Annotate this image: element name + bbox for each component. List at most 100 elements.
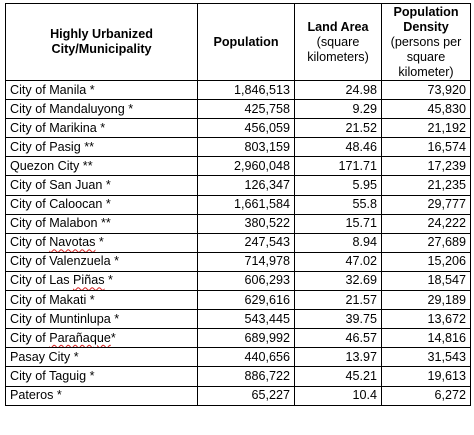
header-land-area-label: Land Area — [307, 19, 369, 34]
cell-land-area: 46.57 — [294, 328, 382, 349]
cell-population: 629,616 — [197, 290, 295, 311]
cell-city: City of Valenzuela * — [5, 251, 198, 272]
table-row: Pateros * 65,227 10.4 6,272 — [5, 385, 471, 406]
cell-land-area: 21.52 — [294, 118, 382, 139]
cell-population: 543,445 — [197, 309, 295, 330]
table-row: City of Mandaluyong * 425,758 9.29 45,830 — [5, 99, 471, 120]
table-row: City of Parañaque* 689,992 46.57 14,816 — [5, 328, 471, 349]
cell-city: City of Makati * — [5, 290, 198, 311]
table-row: City of Malabon ** 380,522 15.71 24,222 — [5, 213, 471, 234]
table-row: City of Taguig * 886,722 45.21 19,613 — [5, 366, 471, 387]
table-row: City of Navotas * 247,543 8.94 27,689 — [5, 232, 471, 253]
cell-city: City of Manila * — [5, 79, 198, 101]
cell-land-area: 39.75 — [294, 309, 382, 330]
cell-city: City of Muntinlupa * — [5, 309, 198, 330]
header-density: Population Density (persons per square k… — [381, 3, 471, 81]
cell-land-area: 48.46 — [294, 137, 382, 158]
cell-density: 27,689 — [381, 232, 471, 253]
cell-population: 65,227 — [197, 385, 295, 406]
table-row: Quezon City ** 2,960,048 171.71 17,239 — [5, 156, 471, 177]
table-row: City of Makati * 629,616 21.57 29,189 — [5, 290, 471, 311]
cell-population: 1,846,513 — [197, 79, 295, 101]
cell-density: 45,830 — [381, 99, 471, 120]
header-row: Highly Urbanized City/Municipality Popul… — [5, 3, 471, 81]
table-row: City of Marikina * 456,059 21.52 21,192 — [5, 118, 471, 139]
cell-city: City of Mandaluyong * — [5, 99, 198, 120]
cell-density: 24,222 — [381, 213, 471, 234]
cell-population: 247,543 — [197, 232, 295, 253]
cell-land-area: 24.98 — [294, 79, 382, 101]
cell-land-area: 45.21 — [294, 366, 382, 387]
cell-land-area: 47.02 — [294, 251, 382, 272]
population-table: Highly Urbanized City/Municipality Popul… — [5, 3, 471, 406]
cell-population: 380,522 — [197, 213, 295, 234]
cell-city: Pasay City * — [5, 347, 198, 368]
cell-population: 456,059 — [197, 118, 295, 139]
cell-density: 15,206 — [381, 251, 471, 272]
table-row: City of Manila * 1,846,513 24.98 73,920 — [5, 79, 471, 101]
header-land-area-unit: (square kilometers) — [307, 34, 369, 64]
spellcheck-underline: Piñas — [73, 273, 105, 288]
cell-density: 21,192 — [381, 118, 471, 139]
cell-land-area: 10.4 — [294, 385, 382, 406]
spellcheck-underline: Parañaque — [49, 330, 111, 345]
cell-city: City of San Juan * — [5, 175, 198, 196]
cell-population: 2,960,048 — [197, 156, 295, 177]
table-row: City of Caloocan * 1,661,584 55.8 29,777 — [5, 194, 471, 215]
cell-density: 19,613 — [381, 366, 471, 387]
cell-land-area: 5.95 — [294, 175, 382, 196]
cell-density: 31,543 — [381, 347, 471, 368]
header-city: Highly Urbanized City/Municipality — [5, 3, 198, 81]
cell-land-area: 171.71 — [294, 156, 382, 177]
cell-density: 13,672 — [381, 309, 471, 330]
cell-land-area: 15.71 — [294, 213, 382, 234]
cell-population: 606,293 — [197, 270, 295, 292]
cell-city: City of Taguig * — [5, 366, 198, 387]
table-row: City of Muntinlupa * 543,445 39.75 13,672 — [5, 309, 471, 330]
cell-density: 29,189 — [381, 290, 471, 311]
cell-city: City of Parañaque* — [5, 328, 198, 349]
cell-land-area: 55.8 — [294, 194, 382, 215]
cell-city: City of Las Piñas * — [5, 270, 198, 292]
cell-city: Quezon City ** — [5, 156, 198, 177]
cell-land-area: 21.57 — [294, 290, 382, 311]
cell-density: 16,574 — [381, 137, 471, 158]
cell-density: 73,920 — [381, 79, 471, 101]
cell-city: Pateros * — [5, 385, 198, 406]
table-row: Pasay City * 440,656 13.97 31,543 — [5, 347, 471, 368]
cell-population: 803,159 — [197, 137, 295, 158]
cell-city: City of Caloocan * — [5, 194, 198, 215]
cell-land-area: 8.94 — [294, 232, 382, 253]
cell-density: 6,272 — [381, 385, 471, 406]
cell-land-area: 9.29 — [294, 99, 382, 120]
header-population: Population — [197, 3, 295, 81]
cell-density: 14,816 — [381, 328, 471, 349]
table-row: City of Las Piñas * 606,293 32.69 18,547 — [5, 270, 471, 292]
cell-population: 126,347 — [197, 175, 295, 196]
cell-population: 886,722 — [197, 366, 295, 387]
cell-population: 440,656 — [197, 347, 295, 368]
header-city-label: Highly Urbanized City/Municipality — [50, 27, 153, 56]
header-land-area: Land Area (square kilometers) — [294, 3, 382, 81]
cell-city: City of Navotas * — [5, 232, 198, 253]
header-density-unit: (persons per square kilometer) — [390, 34, 462, 79]
spellcheck-underline: Navotas — [49, 235, 96, 250]
table-row: City of San Juan * 126,347 5.95 21,235 — [5, 175, 471, 196]
cell-density: 18,547 — [381, 270, 471, 292]
table-row: City of Valenzuela * 714,978 47.02 15,206 — [5, 251, 471, 272]
cell-population: 689,992 — [197, 328, 295, 349]
header-population-label: Population — [213, 34, 279, 49]
cell-city: City of Malabon ** — [5, 213, 198, 234]
table-row: City of Pasig ** 803,159 48.46 16,574 — [5, 137, 471, 158]
cell-population: 425,758 — [197, 99, 295, 120]
cell-density: 21,235 — [381, 175, 471, 196]
table-header: Highly Urbanized City/Municipality Popul… — [5, 3, 471, 81]
cell-population: 714,978 — [197, 251, 295, 272]
table-body: City of Manila * 1,846,513 24.98 73,920 City… — [5, 79, 471, 406]
cell-land-area: 13.97 — [294, 347, 382, 368]
cell-population: 1,661,584 — [197, 194, 295, 215]
cell-land-area: 32.69 — [294, 270, 382, 292]
header-density-label: Population Density — [393, 4, 459, 34]
cell-city: City of Marikina * — [5, 118, 198, 139]
cell-density: 17,239 — [381, 156, 471, 177]
